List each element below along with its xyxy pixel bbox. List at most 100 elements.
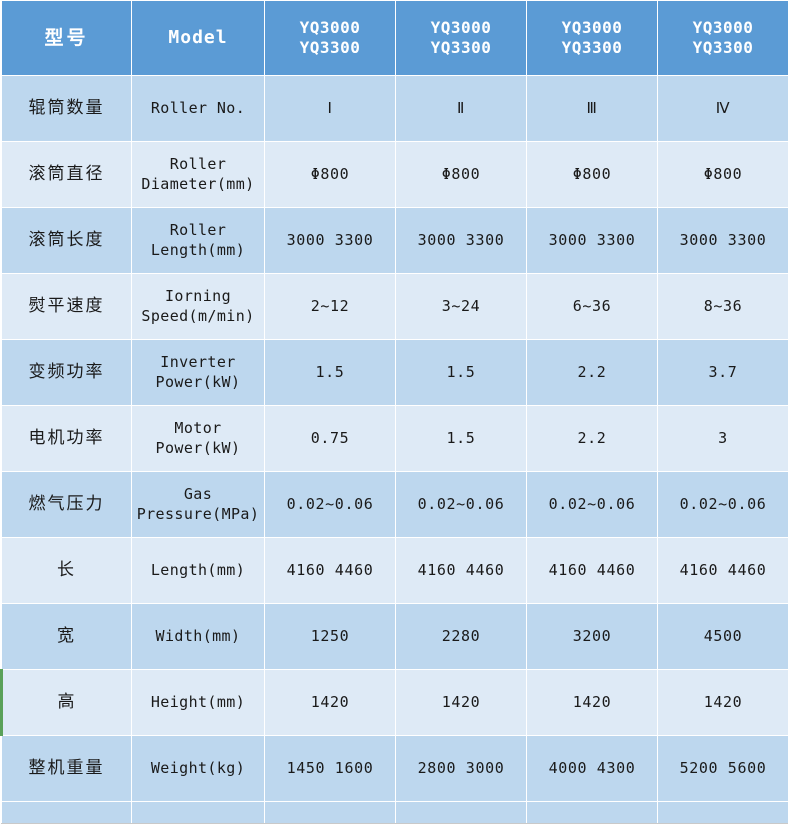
cell-value: Ⅰ [265,76,396,142]
row-label-en-line1: Width(mm) [134,627,262,646]
row-label-cn: 长 [2,538,132,604]
cell-value: Ⅱ [396,76,527,142]
row-label-en-line2: Diameter(mm) [134,175,262,194]
column-header-1: Model [132,1,265,76]
cell-value: 3000 3300 [658,208,788,274]
column-header-4: YQ3000 YQ3300 [527,1,658,76]
cell-value: 3000 3300 [396,208,527,274]
cell-value: 1420 [527,670,658,736]
row-label-en-line1: Inverter [134,353,262,372]
cell-value: 2.2 [527,340,658,406]
cell-value: 1.5 [396,340,527,406]
cell-empty [2,802,132,824]
row-label-cn: 滚筒长度 [2,208,132,274]
cell-value: 3200 [527,604,658,670]
row-label-en: Height(mm) [132,670,265,736]
row-label-en-line1: Roller [134,155,262,174]
row-label-en-line1: Height(mm) [134,693,262,712]
row-label-en-line1: Motor Power(kW) [134,419,262,457]
row-label-cn: 宽 [2,604,132,670]
cell-value: Φ800 [527,142,658,208]
cell-value: 2~12 [265,274,396,340]
cell-value: 2800 3000 [396,736,527,802]
cell-value: 8~36 [658,274,788,340]
row-label-en: Length(mm) [132,538,265,604]
row-label-en-line1: Roller No. [134,99,262,118]
cell-value: 2280 [396,604,527,670]
row-label-en-line2: Speed(m/min) [134,307,262,326]
row-label-en-line1: Gas [134,485,262,504]
row-label-en: Roller No. [132,76,265,142]
cell-value: 0.02~0.06 [265,472,396,538]
column-header-2: YQ3000 YQ3300 [265,1,396,76]
column-header-3: YQ3000 YQ3300 [396,1,527,76]
cell-value: 4160 4460 [527,538,658,604]
cell-value: 4160 4460 [265,538,396,604]
cell-value: 1.5 [396,406,527,472]
cell-value: 3.7 [658,340,788,406]
table-row-partial [2,802,788,824]
cell-value: 1450 1600 [265,736,396,802]
row-label-en-line1: Weight(kg) [134,759,262,778]
cell-value: 1420 [658,670,788,736]
row-label-cn: 电机功率 [2,406,132,472]
cell-value: 1420 [396,670,527,736]
cell-empty [265,802,396,824]
row-label-cn: 辊筒数量 [2,76,132,142]
row-label-en-line1: Length(mm) [134,561,262,580]
row-label-en: Weight(kg) [132,736,265,802]
cell-value: 4160 4460 [658,538,788,604]
cell-value: 6~36 [527,274,658,340]
cell-value: 1.5 [265,340,396,406]
cell-empty [527,802,658,824]
row-label-en-line2: Power(kW) [134,373,262,392]
row-label-cn: 燃气压力 [2,472,132,538]
cell-value: 0.02~0.06 [658,472,788,538]
cell-value: 2.2 [527,406,658,472]
cell-value: 4160 4460 [396,538,527,604]
row-label-en: Width(mm) [132,604,265,670]
cell-value: Φ800 [658,142,788,208]
row-label-en-line2: Length(mm) [134,241,262,260]
cell-value: 0.02~0.06 [527,472,658,538]
cell-value: Φ800 [265,142,396,208]
column-header-5: YQ3000 YQ3300 [658,1,788,76]
cell-value: 3~24 [396,274,527,340]
row-label-en-line1: Iorning [134,287,262,306]
cell-value: Φ800 [396,142,527,208]
cell-empty [396,802,527,824]
cell-value: 4500 [658,604,788,670]
row-label-en-line2: Pressure(MPa) [134,505,262,524]
row-label-cn: 整机重量 [2,736,132,802]
cell-value: 3000 3300 [265,208,396,274]
row-label-en-line1: Roller [134,221,262,240]
cell-value: 0.75 [265,406,396,472]
row-label-cn: 变频功率 [2,340,132,406]
row-label-cn: 熨平速度 [2,274,132,340]
cell-value: 3 [658,406,788,472]
cell-value: 1420 [265,670,396,736]
row-label-en: Motor Power(kW) [132,406,265,472]
cell-value: 5200 5600 [658,736,788,802]
row-label-cn: 滚筒直径 [2,142,132,208]
cell-value: Ⅳ [658,76,788,142]
cell-empty [132,802,265,824]
cell-value: 1250 [265,604,396,670]
